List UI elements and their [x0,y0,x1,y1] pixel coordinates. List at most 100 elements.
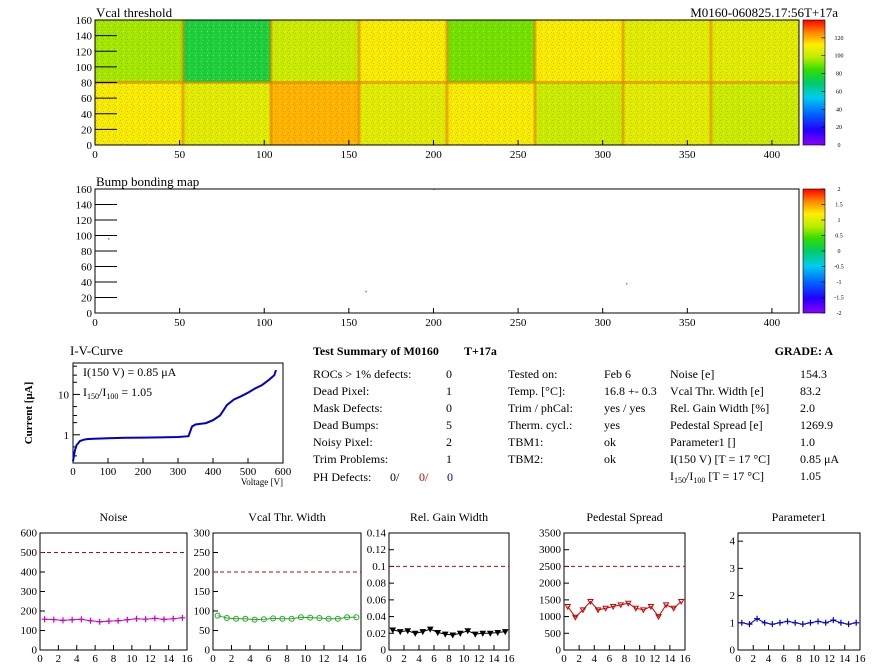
data-point [587,599,594,606]
colorbar-tick-label: -2 [837,311,842,317]
x-tick-label: 50 [174,317,186,329]
iv-x-tick-label: 400 [205,466,222,478]
x-tick-label: 8 [622,653,628,665]
data-point [260,616,267,623]
x-tick-label: 12 [145,653,156,665]
x-tick-label: 150 [341,317,358,329]
y-tick-label: 0 [205,645,211,657]
x-tick-label: 0 [92,149,98,161]
y-tick-label: 80 [81,246,93,258]
data-point [632,605,640,612]
x-tick-label: 10 [634,653,646,665]
y-tick-label: 140 [76,31,93,43]
y-tick-label: 0 [556,645,562,657]
data-point [449,632,457,639]
x-tick-label: 400 [764,317,781,329]
summary-suffix: T+17a [464,344,497,358]
summary-left-value: 1 [446,452,452,466]
data-point [233,615,240,622]
summary-left-label: ROCs > 1% defects: [313,367,411,381]
y-tick-label: 60 [81,93,93,105]
summary-left-value: 2 [446,435,452,449]
y-tick-label: 0.02 [367,628,386,640]
y-tick-label: 20 [81,124,93,136]
y-tick-label: 40 [81,277,93,289]
x-tick-label: 6 [266,653,272,665]
chart-title: Vcal Thr. Width [248,510,325,524]
data-point [571,614,579,621]
summary-right-label: Noise [e] [670,367,714,381]
data-point [419,629,427,636]
chart-title: Noise [100,510,128,524]
summary-chart-0: Noise 0 100 200 300 400 500 600 0 2 4 6 8 10 12 14 16 [21,510,194,665]
iv-curve-chart: 0 100 200 300 400 500 600 1 10 I(150 V) = 0.85 μA… [23,362,292,487]
colorbar-tick-label: -1.5 [834,296,844,302]
data-point [50,616,57,623]
data-point [677,599,685,606]
data-point [142,616,149,623]
x-tick-label: 16 [504,653,516,665]
colorbar-tick-label: 2 [838,187,841,193]
x-tick-label: 6 [431,653,437,665]
y-tick-label: 160 [76,184,93,196]
x-tick-label: 150 [341,149,358,161]
series-line [741,618,857,625]
x-tick-label: 8 [284,653,290,665]
data-point [404,628,412,635]
summary-left-label: Trim Problems: [313,452,388,466]
data-point [837,619,844,626]
summary-right-label: Pedestal Spread [e] [670,418,763,432]
data-point [602,605,609,612]
y-tick-label: 150 [194,586,211,598]
y-tick-label: 3000 [539,544,562,556]
summary-chart-1: Vcal Thr. Width 0 50 100 150 200 250 300 0 2 4 6 8 10… [194,510,368,665]
iv-y-axis-label: Current [μA] [23,382,35,445]
x-tick-label: 200 [425,317,442,329]
summary-mid-value: yes [604,418,620,432]
colorbar-tick-label: 1 [838,218,841,224]
x-tick-label: 10 [300,653,312,665]
data-point [279,615,286,622]
y-tick-label: 0 [730,645,736,657]
summary-mid-value: ok [604,452,616,466]
x-tick-label: 8 [111,653,117,665]
x-tick-label: 16 [680,653,692,665]
y-tick-label: 0.08 [367,578,387,590]
x-tick-label: 350 [679,317,696,329]
summary-right-value: 83.2 [800,384,821,398]
iv-x-tick-label: 600 [275,466,292,478]
data-point [807,619,814,626]
y-tick-label: 200 [21,606,38,618]
bump-point [365,290,367,293]
data-point [655,614,662,621]
summary-left-value: 0 [446,367,452,381]
y-tick-label: 40 [81,109,93,121]
data-point [594,607,602,614]
colorbar-tick-label: 0.5 [835,234,843,240]
y-tick-label: 0.06 [367,594,387,606]
x-tick-label: 0 [37,653,43,665]
y-tick-label: 0.1 [372,561,386,573]
x-tick-label: 2 [401,653,407,665]
x-tick-label: 6 [607,653,613,665]
summary-right-value: 1.0 [800,435,815,449]
y-tick-label: 100 [76,62,93,74]
ph-defects-value-3: 0 [447,470,453,484]
summary-mid-label: TBM1: [508,435,543,449]
iv-series-line [72,369,277,462]
y-tick-label: 0.12 [367,544,386,556]
chart-title: Parameter1 [772,510,827,524]
data-point [307,614,314,621]
summary-mid-value: Feb 6 [604,367,631,381]
summary-mid-label: TBM2: [508,452,543,466]
colorbar-tick-label: 60 [836,89,842,95]
x-tick-label: 0 [386,653,392,665]
x-tick-label: 0 [735,653,741,665]
summary-mid-label: Temp. [°C]: [508,384,565,398]
x-tick-label: 400 [764,149,781,161]
summary-right-label: Parameter1 [] [670,435,736,449]
iv-x-tick-label: 500 [240,466,257,478]
summary-right-label: Vcal Thr. Width [e] [670,384,764,398]
